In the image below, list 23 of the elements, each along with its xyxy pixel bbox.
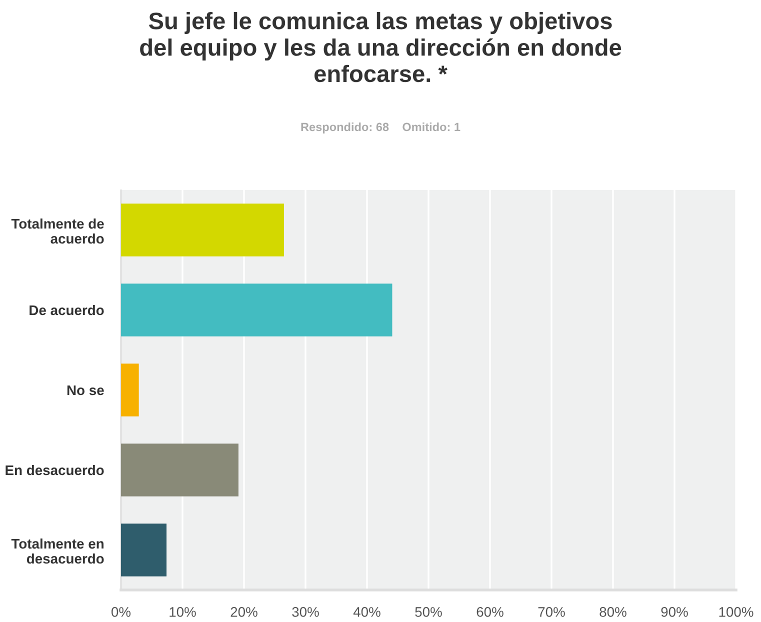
bar bbox=[121, 364, 139, 416]
y-tick-label: No se bbox=[67, 385, 104, 396]
y-tick-label: En desacuerdo bbox=[6, 464, 104, 476]
chart-subtitle: Respondido: 68 Omitido: 1 bbox=[301, 122, 460, 134]
bar bbox=[121, 284, 392, 336]
x-tick-label: 80% bbox=[600, 607, 626, 617]
x-tick-label: 90% bbox=[661, 607, 688, 617]
x-tick-label: 50% bbox=[415, 607, 442, 617]
x-tick-label: 60% bbox=[476, 607, 504, 617]
bar bbox=[121, 524, 167, 576]
y-tick-label: De acuerdo bbox=[30, 304, 104, 316]
x-tick-label: 0% bbox=[112, 607, 131, 617]
x-tick-label: 100% bbox=[719, 607, 754, 617]
x-tick-label: 20% bbox=[230, 607, 258, 617]
x-tick-label: 70% bbox=[538, 607, 565, 617]
y-tick-label: Totalmente de acuerdo bbox=[11, 218, 104, 244]
x-tick-label: 10% bbox=[170, 607, 196, 617]
x-tick-label: 30% bbox=[292, 607, 319, 617]
bar bbox=[121, 444, 238, 496]
chart-title: Su jefe le comunica las metas y objetivos del equipo y les da una dirección en donde enfocarse. * bbox=[140, 12, 622, 82]
y-tick-label: Totalmente en desacuerdo bbox=[11, 538, 104, 564]
x-tick-label: 40% bbox=[353, 607, 380, 617]
bar bbox=[121, 204, 284, 256]
